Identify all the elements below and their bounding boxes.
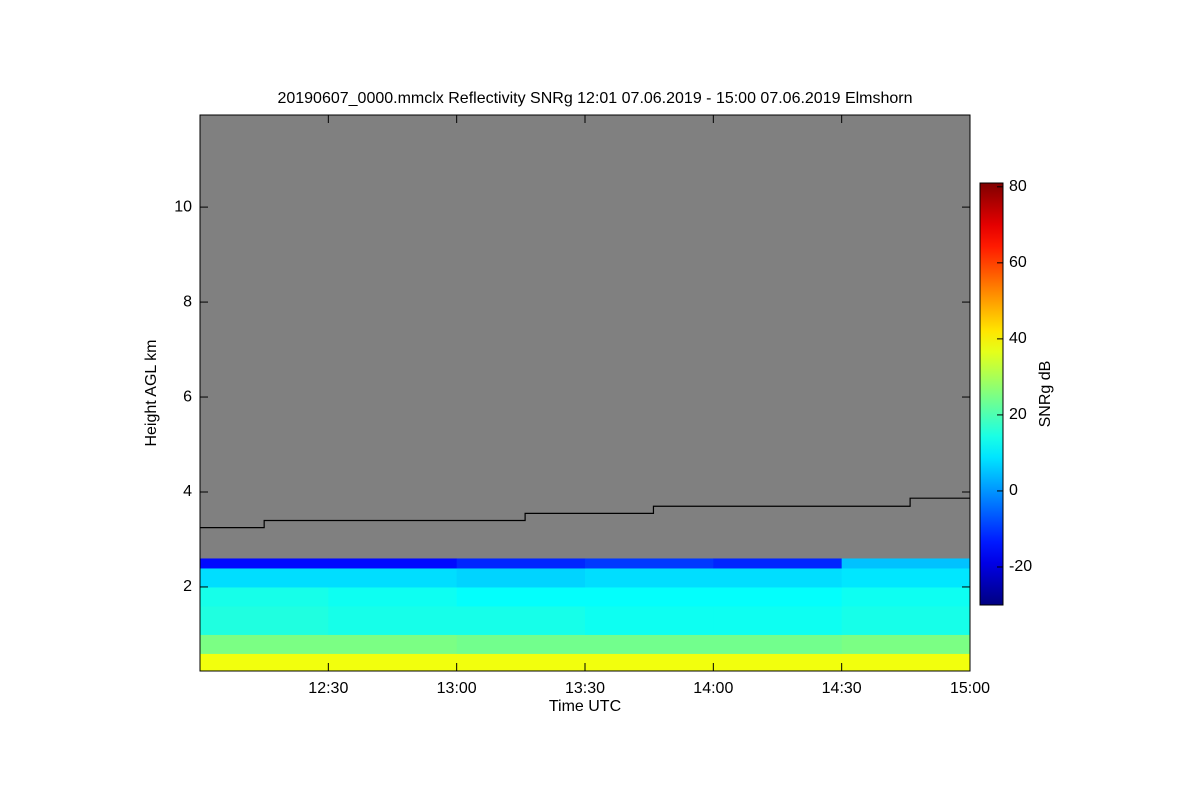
heatmap-cell xyxy=(585,558,714,569)
heatmap-cell xyxy=(713,605,843,635)
heatmap-cell xyxy=(328,558,458,569)
data-line xyxy=(200,497,970,529)
heatmap-cell xyxy=(328,567,458,588)
colorbar-tick-label: 60 xyxy=(1009,254,1027,271)
colorbar xyxy=(979,182,1004,606)
heatmap-cell xyxy=(456,653,586,672)
heatmap-cell xyxy=(585,605,714,635)
chart-title: 20190607_0000.mmclx Reflectivity SNRg 12… xyxy=(277,90,912,107)
heatmap-cell xyxy=(456,634,586,654)
heatmap-cell xyxy=(200,634,329,654)
colorbar-tick-label: 0 xyxy=(1009,482,1018,499)
x-tick-label: 15:00 xyxy=(950,680,990,697)
heatmap-cell xyxy=(585,653,714,672)
x-tick-label: 13:00 xyxy=(437,680,477,697)
heatmap-cell xyxy=(200,586,329,607)
x-tick-label: 13:30 xyxy=(565,680,605,697)
x-tick-label: 14:30 xyxy=(822,680,862,697)
heatmap-cell xyxy=(841,586,971,607)
y-tick-label: 6 xyxy=(183,388,192,405)
heatmap-cell xyxy=(841,653,971,672)
x-axis-label: Time UTC xyxy=(549,698,621,715)
heatmap-cell xyxy=(456,605,586,635)
heatmap-cell xyxy=(200,567,329,588)
y-tick-label: 2 xyxy=(183,578,192,595)
heatmap-cell xyxy=(328,653,458,672)
heatmap-cell xyxy=(841,634,971,654)
colorbar-tick-label: -20 xyxy=(1009,558,1032,575)
y-tick-label: 10 xyxy=(174,198,192,215)
heatmap-cell xyxy=(841,567,971,588)
heatmap-cell xyxy=(456,586,586,607)
heatmap-cell xyxy=(713,586,843,607)
y-tick-label: 4 xyxy=(183,483,192,500)
x-tick-label: 14:00 xyxy=(693,680,733,697)
heatmap-cell xyxy=(841,605,971,635)
heatmap-cell xyxy=(585,634,714,654)
heatmap-cell xyxy=(713,634,843,654)
x-tick-label: 12:30 xyxy=(308,680,348,697)
y-axis-label: Height AGL km xyxy=(143,339,160,446)
heatmap-cell xyxy=(200,653,329,672)
heatmap-cell xyxy=(585,567,714,588)
heatmap-cell xyxy=(585,586,714,607)
y-tick-label: 8 xyxy=(183,293,192,310)
heatmap-cell xyxy=(328,634,458,654)
heatmap-cell xyxy=(328,586,458,607)
colorbar-label: SNRg dB xyxy=(1037,361,1054,428)
heatmap-cell xyxy=(200,558,329,569)
colorbar-tick-label: 40 xyxy=(1009,330,1027,347)
heatmap-cell xyxy=(841,558,971,569)
heatmap-cell xyxy=(456,558,586,569)
heatmap-cell xyxy=(713,653,843,672)
heatmap-cell xyxy=(456,567,586,588)
heatmap-cell xyxy=(713,558,843,569)
colorbar-tick-label: 80 xyxy=(1009,178,1027,195)
colorbar-tick-label: 20 xyxy=(1009,406,1027,423)
heatmap-cell xyxy=(713,567,843,588)
heatmap-cell xyxy=(200,605,329,635)
heatmap-cell xyxy=(328,605,458,635)
